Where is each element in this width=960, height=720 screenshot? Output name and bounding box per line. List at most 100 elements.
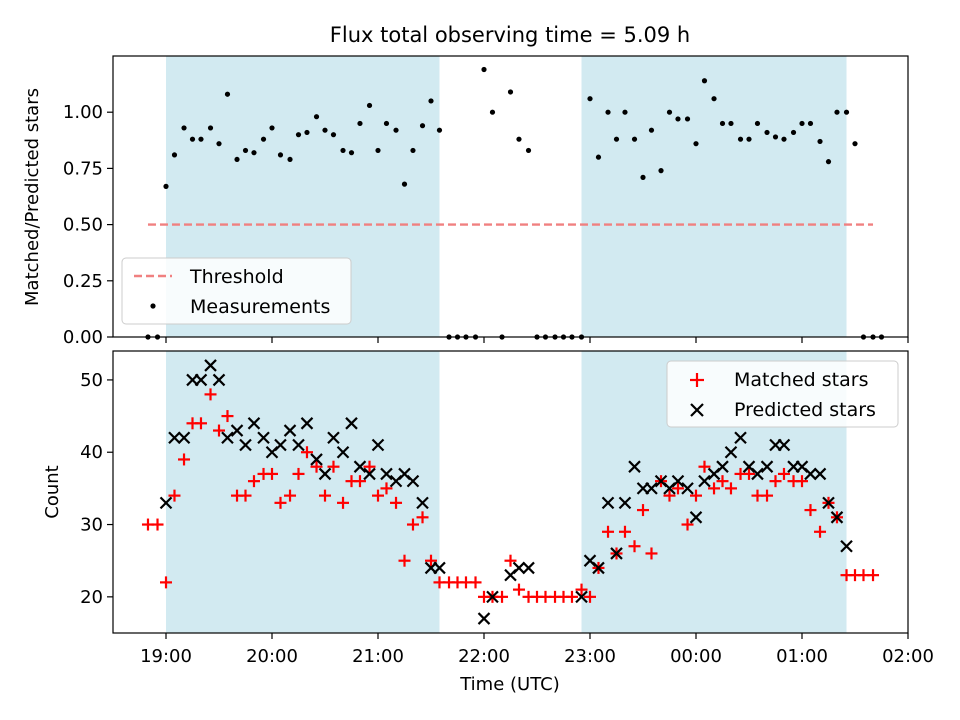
matched-star-point — [777, 467, 790, 480]
measurement-point — [737, 136, 744, 142]
predicted-star-point — [274, 438, 287, 452]
ratio-y-axis-label: Matched/Predicted stars — [22, 88, 43, 306]
count-y-tick-label: 50 — [80, 370, 103, 391]
predicted-x-b — [212, 373, 226, 387]
predicted-star-point — [681, 482, 694, 495]
measurement-point — [684, 116, 691, 122]
predicted-star-points — [159, 359, 853, 625]
predicted-star-point — [353, 460, 367, 473]
matched-star-point — [698, 460, 711, 473]
measurement-point — [595, 154, 602, 160]
predicted-x-b — [777, 438, 791, 452]
time-x-tick-label: 22:00 — [458, 646, 510, 667]
predicted-star-point — [345, 417, 358, 430]
measurement-points — [145, 66, 885, 340]
count-y-tick-label: 40 — [80, 442, 103, 463]
predicted-x-b — [300, 417, 314, 430]
measurement-point — [675, 116, 681, 122]
time-x-tick-label: 01:00 — [776, 646, 828, 667]
measurement-point — [357, 120, 363, 127]
ratio-panel-frame — [112, 55, 909, 338]
count-y-tick-label: 20 — [80, 587, 103, 608]
time-x-axis-label: Time (UTC) — [459, 674, 560, 695]
measurement-point — [746, 136, 752, 142]
predicted-star-point — [512, 561, 526, 575]
predicted-x-b — [363, 467, 376, 481]
measurement-point — [401, 181, 408, 187]
legend-matched-swatch — [690, 373, 704, 387]
predicted-x-b — [575, 590, 588, 604]
predicted-star-point — [486, 590, 499, 604]
measurement-point — [622, 109, 628, 115]
time-x-tick-label: 00:00 — [670, 646, 722, 667]
matched-star-point — [168, 489, 181, 502]
measurement-point — [419, 123, 426, 129]
measurement-point — [322, 127, 328, 133]
predicted-x-b — [371, 438, 385, 452]
predicted-star-point — [257, 431, 270, 445]
measurement-point — [189, 136, 196, 142]
measurement-point — [613, 136, 620, 142]
count-legend-box — [666, 360, 899, 428]
measurement-point — [287, 156, 293, 163]
predicted-x-b — [310, 453, 323, 466]
predicted-star-point — [239, 438, 252, 452]
predicted-x-b — [353, 460, 367, 473]
measurement-point — [366, 102, 373, 109]
predicted-x-b — [628, 460, 641, 473]
predicted-star-point — [671, 474, 685, 488]
observing-bands-top — [166, 56, 847, 337]
predicted-star-point — [601, 496, 615, 510]
predicted-star-point — [628, 460, 641, 473]
predicted-x-b — [194, 373, 208, 387]
predicted-x-b — [247, 417, 261, 430]
matched-star-point — [274, 496, 287, 509]
measurement-point — [340, 147, 346, 154]
matched-star-point — [575, 583, 588, 596]
ratio-panel: 0.00 0.25 0.50 0.75 1.00 Matched/Predicted s… — [22, 55, 909, 348]
predicted-x-b — [292, 438, 305, 452]
measurement-point — [701, 78, 708, 84]
measurement-point — [234, 156, 240, 163]
matched-star-point — [194, 417, 207, 430]
predicted-star-point — [751, 467, 764, 481]
predicted-x-b — [742, 460, 756, 473]
predicted-x-b — [522, 561, 535, 575]
predicted-star-point — [168, 431, 181, 445]
predicted-x-b — [840, 539, 853, 553]
measurement-point — [843, 109, 850, 115]
matched-star-point — [681, 518, 694, 531]
measurement-point — [728, 120, 734, 127]
measurement-point — [348, 150, 355, 156]
predicted-star-point — [230, 424, 244, 437]
ratio-y-tick-label: 0.25 — [63, 271, 103, 292]
measurement-point — [313, 114, 320, 120]
measurement-point — [605, 109, 611, 115]
predicted-x-b — [822, 496, 835, 510]
legend-predicted-label: Predicted stars — [734, 399, 876, 421]
predicted-x-b — [318, 467, 332, 481]
predicted-x-b — [239, 438, 252, 452]
measurement-point — [525, 147, 532, 154]
predicted-x-b — [416, 496, 429, 510]
measurement-point — [277, 152, 284, 158]
predicted-star-point — [416, 496, 429, 510]
count-y-axis-label: Count — [42, 465, 63, 518]
measurement-point — [781, 136, 787, 142]
time-x-tick-label: 19:00 — [140, 646, 192, 667]
measurement-point — [772, 134, 779, 140]
legend-predicted-swatch — [690, 403, 704, 417]
predicted-star-point — [433, 561, 446, 575]
predicted-x-b — [698, 474, 711, 488]
matched-star-point — [637, 504, 649, 517]
predicted-x-b — [804, 467, 817, 481]
predicted-x-b — [257, 431, 270, 445]
predicted-star-point — [777, 438, 791, 452]
predicted-star-point — [592, 561, 605, 575]
predicted-x-b — [345, 417, 358, 430]
predicted-star-point — [194, 373, 208, 387]
predicted-star-point — [406, 474, 420, 488]
predicted-x-b — [159, 496, 173, 510]
predicted-x-b — [671, 474, 685, 488]
